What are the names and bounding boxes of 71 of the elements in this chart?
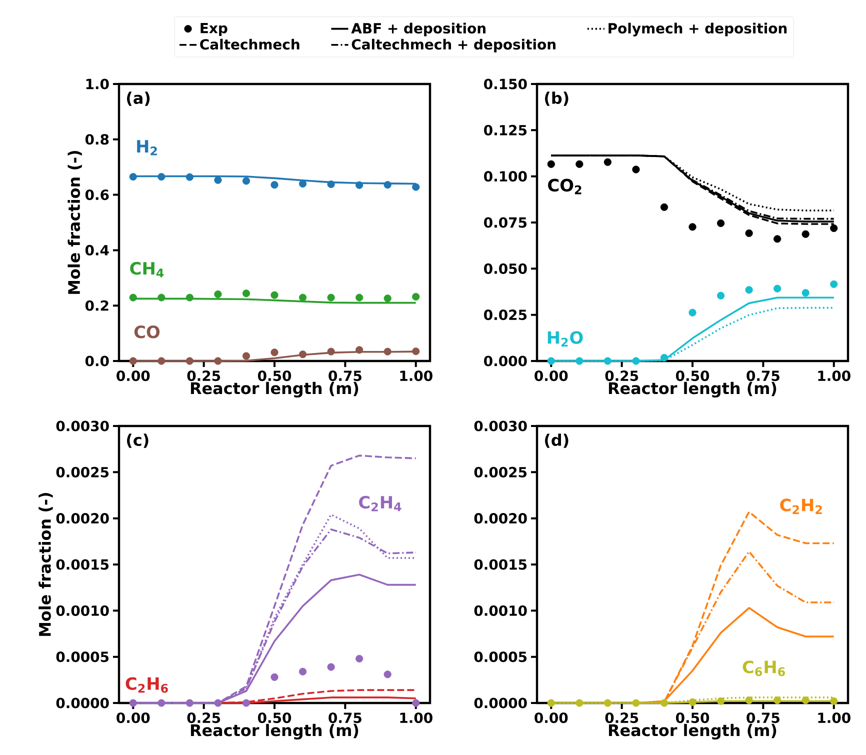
x-axis-title: Reactor length (m) [190,382,358,398]
y-tick-label: 0.0010 [56,605,109,616]
annotation: (c) [127,434,148,448]
legend-label: Polymech + deposition [608,22,787,36]
x-tick-label: 1.00 [818,712,850,724]
y-tick-label: 0.025 [484,310,527,320]
x-tick-label: 0.75 [328,712,362,724]
x-axis-title: Reactor length (m) [190,724,358,740]
annotation: (a) [127,92,150,106]
y-tick-label: 0.0015 [56,559,109,570]
legend-label: Caltechmech [200,38,300,50]
y-tick-label: 0.0005 [474,652,527,662]
y-tick-label: 0.4 [85,244,109,256]
annotation: C$_{2}$H$_{6}$ [126,677,168,693]
y-tick-label: 0.0030 [56,420,109,432]
annotation: (b) [545,92,568,106]
y-tick-label: 0.0005 [56,652,109,662]
x-tick-label: 0.00 [116,370,150,382]
x-axis-title: Reactor length (m) [608,724,776,740]
x-tick-label: 0.75 [746,712,780,724]
x-tick-label: 1.00 [818,370,850,382]
annotation: CO$_{2}$ [548,178,582,194]
y-tick-label: 1.0 [86,78,109,90]
x-tick-label: 0.50 [258,712,292,724]
annotation: CO [134,326,160,338]
y-tick-label: 0.0 [85,356,109,366]
y-tick-label: 0.0025 [474,466,527,478]
x-tick-label: 0.25 [187,370,220,382]
annotation: C$_{2}$H$_{4}$ [359,496,402,512]
annotation: H$_{2}$O [548,331,583,347]
x-tick-label: 0.00 [116,712,150,724]
y-tick-label: 0.125 [484,124,527,136]
x-tick-label: 0.00 [534,370,568,382]
y-tick-label: 0.8 [85,134,109,145]
y-tick-label: 0.2 [85,300,108,311]
annotation: H$_{2}$ [137,140,157,156]
x-tick-label: 0.25 [605,712,638,724]
y-tick-label: 0.0020 [56,513,109,524]
x-axis-title: Reactor length (m) [608,382,776,398]
y-axis-title: Mole fraction (-) [68,150,82,294]
x-tick-label: 0.50 [258,370,292,382]
x-tick-label: 0.25 [605,370,638,382]
x-tick-label: 0.75 [328,370,362,382]
y-tick-label: 0.6 [85,190,109,200]
x-tick-label: 0.75 [746,370,780,382]
y-tick-label: 0.0030 [474,420,527,432]
x-tick-label: 0.25 [187,712,220,724]
x-tick-label: 0.50 [676,712,710,724]
annotation: C$_{6}$H$_{6}$ [742,660,785,676]
y-tick-label: 0.050 [484,263,527,274]
x-tick-label: 0.50 [676,370,710,382]
x-tick-label: 1.00 [400,712,432,724]
y-tick-label: 0.075 [484,217,527,228]
x-tick-label: 1.00 [400,370,432,382]
y-tick-label: 0.000 [484,356,527,366]
legend-label: Caltechmech + deposition [352,38,556,52]
annotation: CH$_{4}$ [130,262,164,278]
annotation: C$_{2}$H$_{2}$ [780,498,822,514]
y-tick-label: 0.0025 [56,466,109,478]
y-tick-label: 0.0015 [474,559,527,570]
y-axis-title: Mole fraction (-) [38,492,53,636]
legend-label: Exp [200,22,228,36]
annotation: (d) [545,434,568,448]
y-tick-label: 0.0020 [474,513,527,524]
y-tick-label: 0.0010 [474,605,527,616]
y-tick-label: 0.100 [484,171,527,182]
x-tick-label: 0.00 [534,712,568,724]
legend-label: ABF + deposition [351,22,486,36]
y-tick-label: 0.150 [484,78,527,90]
y-tick-label: 0.0000 [56,698,109,708]
y-tick-label: 0.0000 [474,698,527,708]
